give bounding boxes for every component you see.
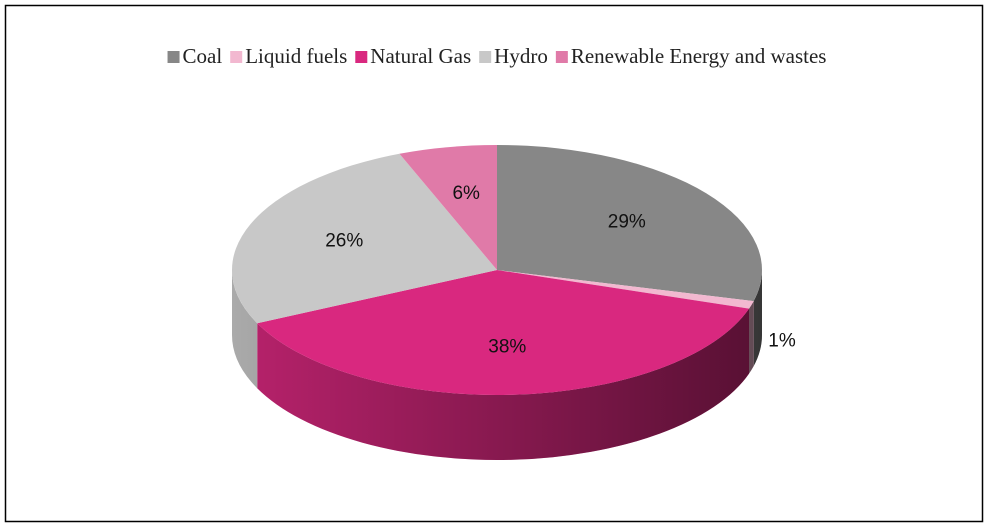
pie-side-shade xyxy=(257,308,750,461)
data-label: 6% xyxy=(452,183,480,204)
legend: Coal Liquid fuels Natural Gas Hydro Renewabl… xyxy=(167,44,827,68)
data-label: 26% xyxy=(325,230,363,251)
legend-label: Renewable Energy and wastes xyxy=(571,44,827,68)
legend-label: Natural Gas xyxy=(370,44,471,68)
data-label: 1% xyxy=(768,331,796,352)
legend-swatch xyxy=(355,51,368,63)
pie-side-shade xyxy=(232,270,258,389)
pie-sides xyxy=(232,270,762,461)
pie-slice xyxy=(257,270,750,396)
pie-side-shade xyxy=(749,301,754,374)
pie-tops xyxy=(231,145,762,396)
legend-swatch xyxy=(167,51,180,63)
pie-slice xyxy=(497,145,762,302)
legend-swatch xyxy=(555,51,568,63)
pie-slice xyxy=(231,153,497,324)
legend-label: Coal xyxy=(183,44,223,68)
pie-side-shade xyxy=(753,270,762,367)
pie-slice xyxy=(497,270,754,309)
data-labels: 29% 1% 38% 26% 6% xyxy=(325,183,796,357)
legend-label: Liquid fuels xyxy=(245,44,347,68)
pie-slice xyxy=(399,145,497,270)
data-label: 38% xyxy=(488,336,526,357)
legend-label: Hydro xyxy=(494,44,548,68)
legend-swatch xyxy=(230,51,243,63)
legend-swatch xyxy=(479,51,492,63)
data-label: 29% xyxy=(608,212,646,233)
